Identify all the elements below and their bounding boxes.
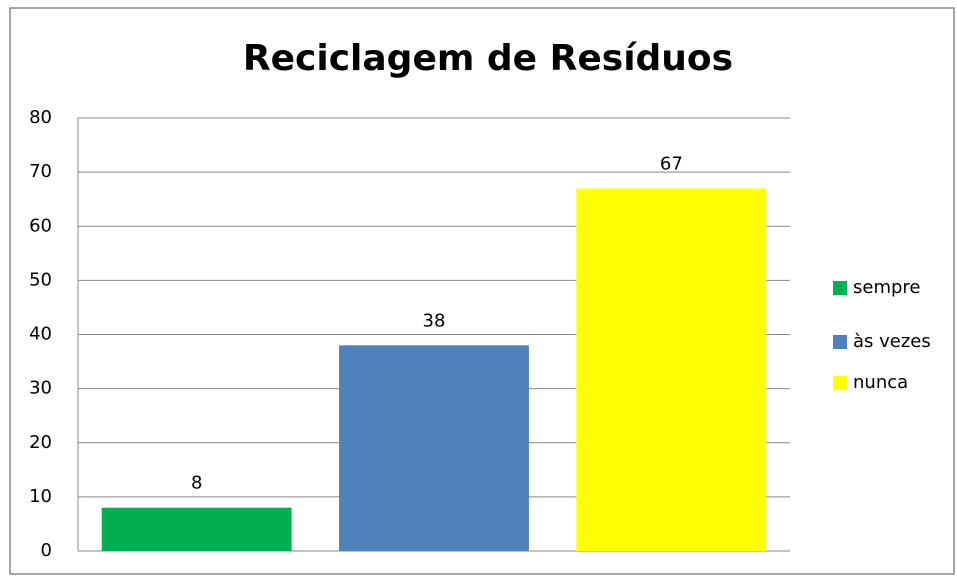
data-label: 38 xyxy=(423,310,446,331)
legend-label: às vezes xyxy=(853,331,931,352)
data-label: 8 xyxy=(191,473,202,494)
legend-swatch xyxy=(833,281,847,295)
y-tick-label: 30 xyxy=(29,378,52,399)
y-tick-label: 60 xyxy=(29,215,52,236)
y-tick-label: 10 xyxy=(29,486,52,507)
legend-swatch xyxy=(833,335,847,349)
y-tick-label: 80 xyxy=(29,107,52,128)
y-tick-label: 0 xyxy=(41,540,52,561)
chart-title: Reciclagem de Resíduos xyxy=(243,38,733,79)
legend-label: sempre xyxy=(853,277,921,298)
bar xyxy=(339,345,529,551)
bar xyxy=(101,507,292,551)
y-tick-label: 40 xyxy=(29,324,52,345)
legend-label: nunca xyxy=(853,372,908,393)
y-tick-label: 70 xyxy=(29,161,52,182)
legend-swatch xyxy=(833,376,847,390)
y-tick-label: 50 xyxy=(29,269,52,290)
bar xyxy=(576,188,767,552)
y-tick-label: 20 xyxy=(29,432,52,453)
data-label: 67 xyxy=(660,153,683,174)
